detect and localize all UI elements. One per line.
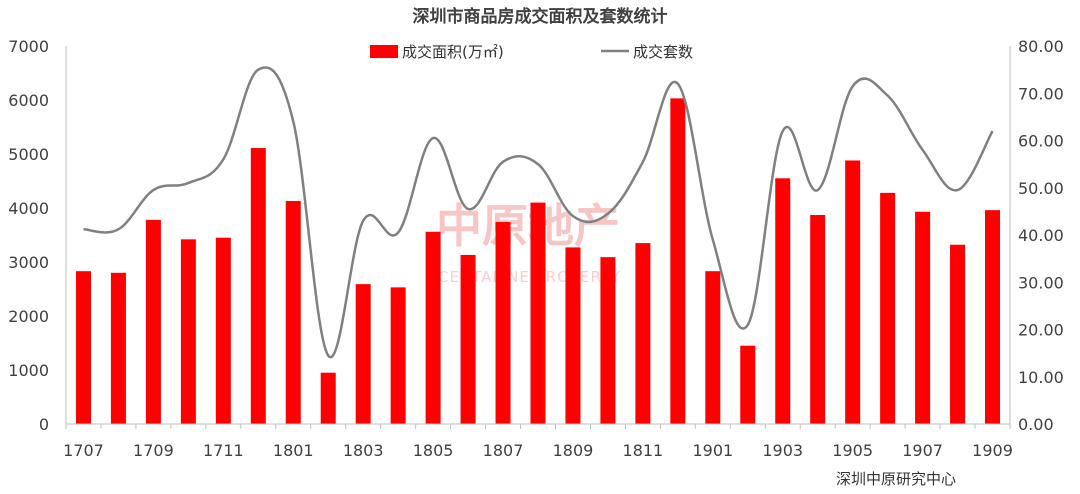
bar-1806: [460, 254, 476, 424]
bar-1803: [355, 284, 371, 424]
line-path-count: [83, 66, 994, 359]
x-tick-label: 1807: [483, 441, 524, 460]
x-tick-label: 1707: [63, 441, 104, 460]
left-tick-label: 6000: [8, 91, 49, 110]
bar-1902: [740, 345, 756, 424]
bar-1809: [565, 247, 581, 424]
bar-1812: [670, 98, 686, 424]
bar-1805: [425, 231, 441, 424]
right-tick-label: 30.00: [1018, 273, 1064, 292]
x-tick-label: 1905: [832, 441, 873, 460]
source-note: 深圳中原研究中心: [836, 470, 956, 488]
line-series: [83, 66, 994, 359]
left-tick-label: 4000: [8, 199, 49, 218]
bar-1908: [950, 244, 966, 424]
bar-1801: [285, 200, 301, 424]
x-tick-label: 1907: [902, 441, 943, 460]
chart-title: 深圳市商品房成交面积及套数统计: [413, 6, 668, 27]
x-tick-label: 1709: [133, 441, 174, 460]
left-tick-label: 5000: [8, 145, 49, 164]
left-tick-label: 1000: [8, 361, 49, 380]
bar-1811: [635, 243, 651, 424]
left-tick-label: 3000: [8, 253, 49, 272]
legend-label-count: 成交套数: [633, 43, 693, 61]
x-tick-label: 1909: [972, 441, 1013, 460]
bar-1802: [320, 372, 336, 424]
left-axis-ticks: 0 1000 2000 3000 4000 5000 6000 7000: [8, 37, 49, 434]
x-tick-label: 1711: [203, 441, 244, 460]
bar-1907: [915, 211, 931, 424]
axes: [65, 46, 1011, 429]
left-tick-label: 0: [39, 415, 49, 434]
left-tick-label: 7000: [8, 37, 49, 56]
right-tick-label: 70.00: [1018, 84, 1064, 103]
legend-swatch-area: [370, 45, 398, 58]
right-axis-ticks: 0.00 10.00 20.00 30.00 40.00 50.00 60.00 70.00 8…: [1018, 37, 1064, 434]
x-axis-ticks: 1707 1709 1711 1801 1803 1805 1807 1809 1811 1901…: [63, 441, 1013, 460]
right-tick-label: 40.00: [1018, 226, 1064, 245]
legend-label-area: 成交面积(万㎡): [402, 43, 504, 61]
x-tick-label: 1903: [762, 441, 803, 460]
bar-1708: [110, 272, 126, 424]
bar-1909: [985, 210, 1001, 424]
bar-1906: [880, 192, 896, 424]
x-tick-label: 1809: [553, 441, 594, 460]
bar-1710: [180, 239, 196, 424]
x-tick-label: 1805: [413, 441, 454, 460]
x-tick-label: 1901: [692, 441, 733, 460]
left-tick-label: 2000: [8, 307, 49, 326]
bar-1804: [390, 287, 406, 424]
right-tick-label: 0.00: [1018, 415, 1054, 434]
bar-series: [75, 98, 1001, 425]
bar-1712: [250, 148, 266, 424]
legend: 成交面积(万㎡) 成交套数: [370, 43, 693, 61]
bar-1810: [600, 257, 616, 424]
bar-1903: [775, 178, 791, 424]
x-tick-label: 1811: [623, 441, 664, 460]
bar-1904: [810, 215, 826, 424]
bar-1709: [145, 219, 161, 424]
bar-1905: [845, 160, 861, 425]
x-tick-label: 1803: [343, 441, 384, 460]
watermark-cn: 中原地产: [436, 199, 620, 253]
bar-1808: [530, 202, 546, 424]
x-tick-label: 1801: [273, 441, 314, 460]
bar-1807: [495, 222, 511, 424]
right-tick-label: 50.00: [1018, 179, 1064, 198]
bar-1711: [215, 237, 231, 424]
right-tick-label: 10.00: [1018, 368, 1064, 387]
bar-1707: [75, 271, 91, 424]
bar-1901: [705, 271, 721, 424]
right-tick-label: 80.00: [1018, 37, 1064, 56]
right-tick-label: 60.00: [1018, 132, 1064, 151]
right-tick-label: 20.00: [1018, 321, 1064, 340]
